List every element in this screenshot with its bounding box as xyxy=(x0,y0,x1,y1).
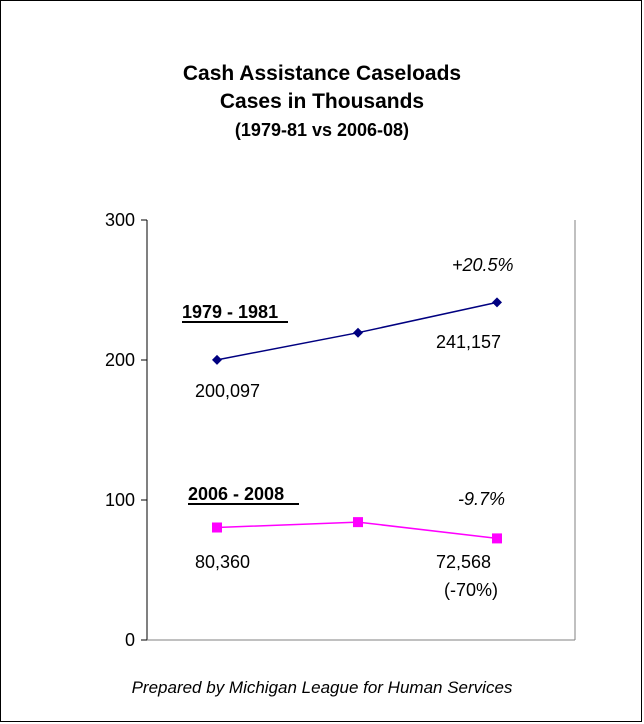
data-point xyxy=(492,533,502,544)
series-label: 1979 - 1981 xyxy=(182,302,278,322)
y-tick-label: 200 xyxy=(105,350,135,370)
data-point xyxy=(492,297,502,308)
chart-title: Cash Assistance Caseloads xyxy=(182,62,462,85)
data-label-start: 80,360 xyxy=(195,552,250,572)
data-point xyxy=(212,354,222,365)
data-label-end: 241,157 xyxy=(436,332,501,352)
footer-credit: Prepared by Michigan League for Human Se… xyxy=(131,678,513,697)
chart-labels: 1979 - 1981 200,097 241,157 +20.5% 2006 - 20… xyxy=(182,255,514,600)
change-label: -9.7% xyxy=(458,489,505,509)
y-tick-label: 0 xyxy=(125,630,135,650)
data-label-start: 200,097 xyxy=(195,381,260,401)
chart-marks xyxy=(212,297,502,544)
chart-axes: 0 100 200 300 xyxy=(105,210,576,650)
data-point xyxy=(212,522,222,533)
data-label-end: 72,568 xyxy=(436,552,491,572)
data-point xyxy=(353,327,363,338)
series-label: 2006 - 2008 xyxy=(188,484,284,504)
chart-subtitle-units: Cases in Thousands xyxy=(219,90,425,113)
data-point xyxy=(353,517,363,528)
data-label-note: (-70%) xyxy=(444,580,498,600)
chart-subtitle-periods: (1979-81 vs 2006-08) xyxy=(234,120,410,140)
y-tick-label: 300 xyxy=(105,210,135,230)
y-tick-label: 100 xyxy=(105,490,135,510)
change-label: +20.5% xyxy=(452,255,514,275)
